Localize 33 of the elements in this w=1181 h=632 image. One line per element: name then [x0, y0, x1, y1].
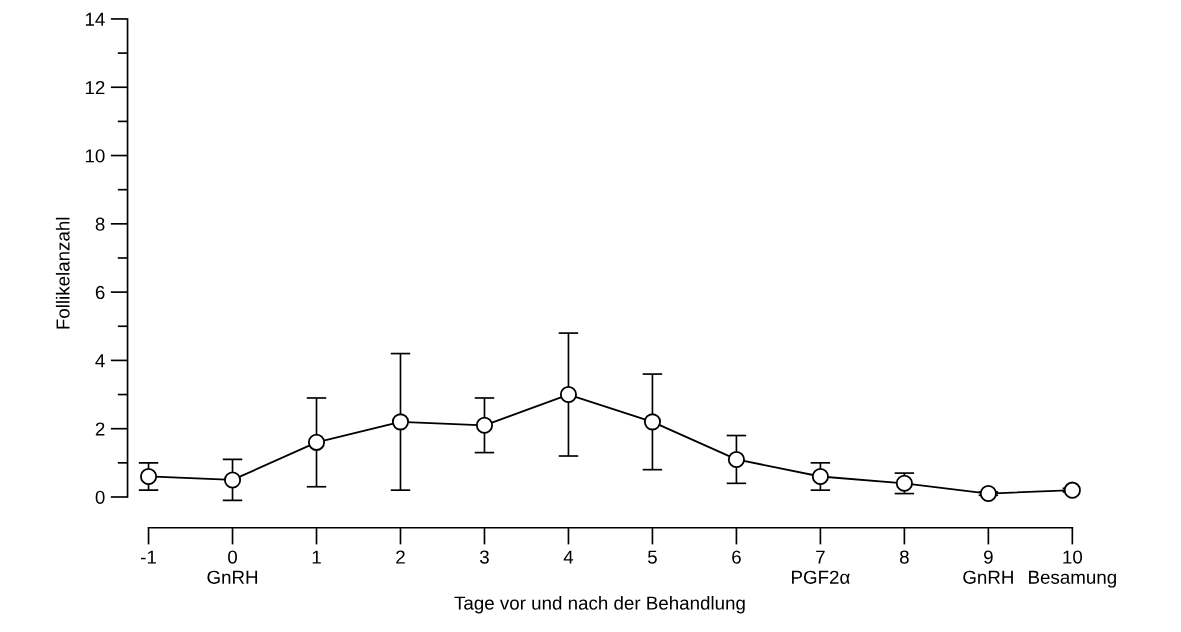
point — [559, 386, 577, 404]
x-tick-label: 1 — [312, 550, 321, 564]
point — [307, 433, 326, 451]
point — [139, 467, 158, 486]
x-tick-label: 0 GnRH — [207, 550, 258, 584]
point — [643, 413, 661, 431]
y-tick-label: 2 — [95, 422, 105, 436]
y-tick-label: 12 — [85, 80, 105, 95]
x-tick-label: 8 — [899, 550, 909, 564]
y-tick-label: 4 — [95, 354, 105, 368]
y-tick-label: 10 — [85, 149, 105, 163]
point — [475, 416, 494, 434]
x-tick-label: 6 — [732, 550, 741, 564]
point — [979, 485, 997, 503]
x-tick-label: 4 — [563, 550, 574, 564]
x-tick-label: 7 PGF2α — [792, 550, 850, 584]
y-tick-label: 14 — [85, 12, 105, 26]
x-tick-label: 3 — [479, 550, 489, 564]
point — [223, 471, 242, 489]
y-tick-label: 6 — [95, 285, 105, 300]
point — [811, 467, 829, 486]
point — [391, 413, 410, 431]
y-tick-label: 8 — [95, 217, 105, 231]
x-axis-title: Tage vor und nach der Behandlung — [454, 595, 745, 614]
point — [727, 450, 745, 468]
y-axis-title: Follikelanzahl — [55, 217, 70, 329]
x-tick-label: -1 — [141, 550, 156, 564]
x-tick-label: 9 GnRH — [963, 550, 1013, 584]
x-tick-label: 5 — [647, 550, 657, 564]
x-tick-label: 10 Besamung — [1029, 550, 1116, 588]
y-tick-label: 0 — [95, 490, 105, 504]
point — [1063, 481, 1081, 499]
x-tick-label: 2 — [396, 550, 405, 564]
